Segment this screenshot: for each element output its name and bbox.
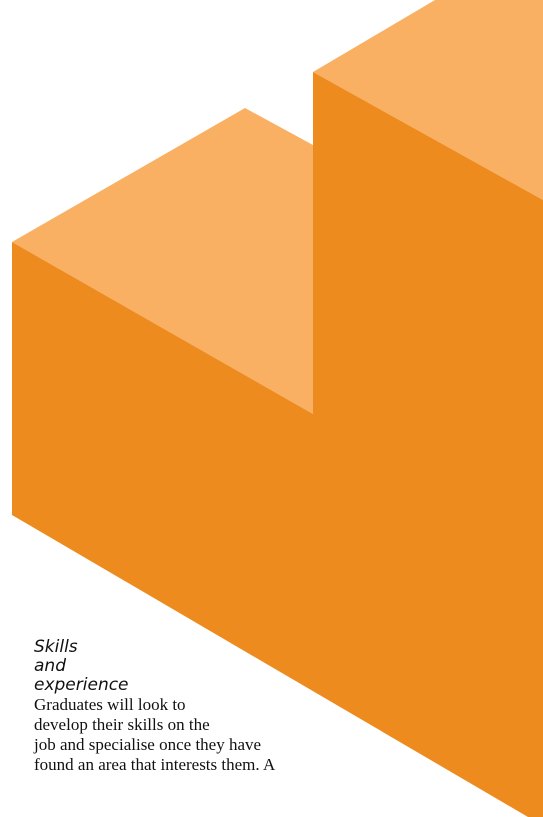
lower-step-top-face [12,108,313,414]
body-line: Graduates will look to [34,695,186,714]
section-heading: Skills and experience [34,638,454,695]
upper-step-top-face [313,0,543,200]
heading-line: and [34,656,66,676]
section-body: Graduates will look to develop their ski… [34,695,454,775]
heading-line: Skills [34,637,78,657]
body-line: found an area that interests them. A [34,755,276,774]
heading-line: experience [34,675,129,695]
skills-section: Skills and experience Graduates will loo… [34,638,454,775]
body-line: develop their skills on the [34,715,210,734]
stair-front-face [12,72,543,817]
body-line: job and specialise once they have [34,735,262,754]
